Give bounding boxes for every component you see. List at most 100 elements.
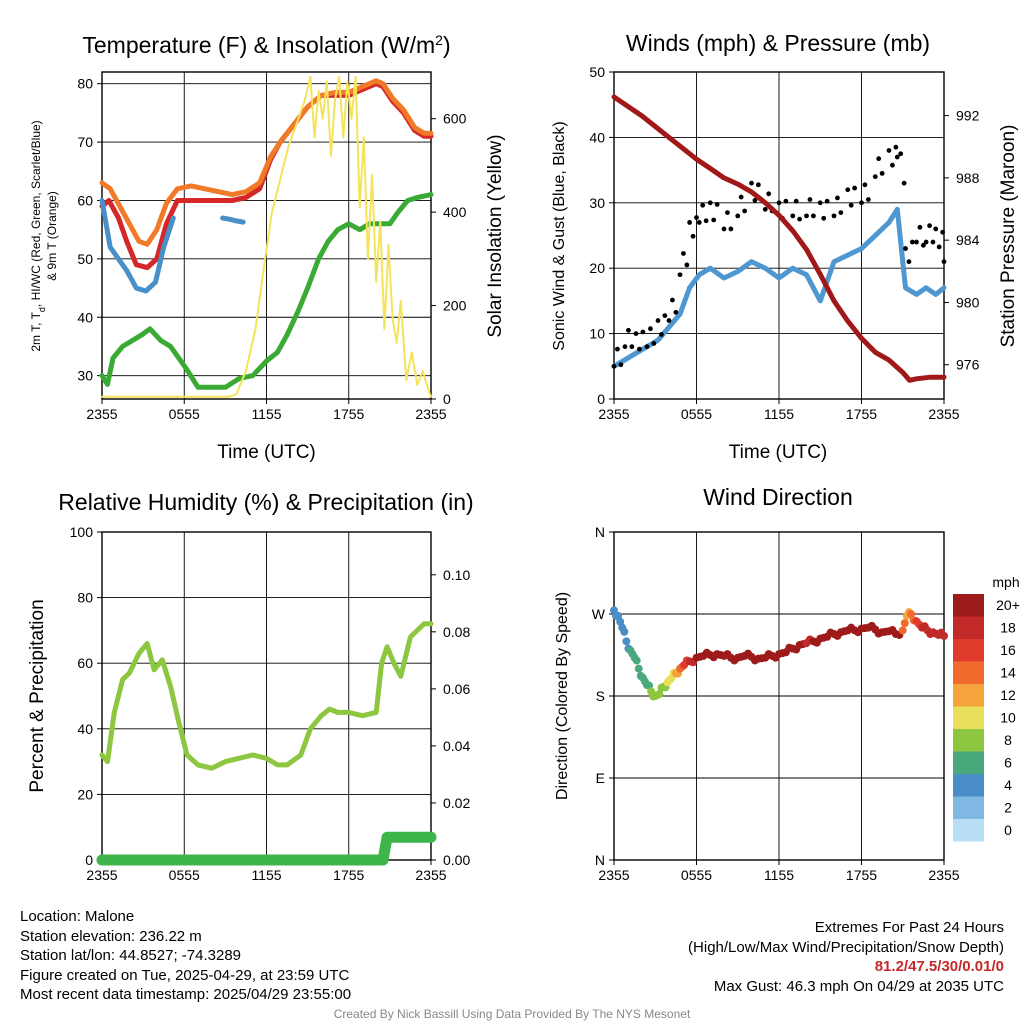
extremes-legend: (High/Low/Max Wind/Precipitation/Snow De… — [688, 938, 1004, 956]
y2-tick-label: 400 — [443, 204, 467, 220]
gust-point — [852, 185, 858, 191]
heat_index-line — [99, 198, 176, 294]
recent-data-timestamp: Most recent data timestamp: 2025/04/29 2… — [20, 986, 352, 1003]
x-tick-label: 1155 — [764, 867, 794, 883]
gust-point — [681, 251, 686, 256]
gust-point — [804, 213, 809, 219]
x-tick-label: 1755 — [333, 867, 364, 883]
y-tick-label: 60 — [77, 192, 93, 208]
gust-point — [752, 197, 758, 203]
y-tick-label: W — [592, 606, 606, 622]
gust-point — [903, 246, 908, 251]
extremes-title: Extremes For Past 24 Hours — [814, 919, 1004, 936]
direction-point — [900, 619, 909, 628]
gust-point — [793, 198, 799, 204]
gust-point — [714, 202, 720, 207]
gust-point — [821, 215, 827, 221]
legend-swatch — [953, 616, 984, 639]
y2-tick-label: 0.02 — [443, 795, 470, 811]
direction-point — [632, 656, 641, 665]
gust-point — [615, 346, 620, 352]
y-axis-label-line2: & 9m T (Orange) — [45, 191, 59, 281]
legend-label: 4 — [1004, 777, 1012, 793]
gust-point — [618, 362, 624, 368]
extremes-block: Extremes For Past 24 Hours (High/Low/Max… — [688, 918, 1004, 996]
y-tick-label: 30 — [589, 195, 605, 211]
x-tick-label: 2355 — [928, 867, 959, 883]
legend-label: 14 — [1000, 665, 1016, 681]
gust-point — [696, 220, 702, 225]
gust-point — [923, 239, 929, 245]
gust-point — [687, 220, 693, 225]
max-gust: Max Gust: 46.3 mph On 04/29 at 2035 UTC — [713, 977, 1004, 995]
x-tick-label: 1755 — [846, 867, 877, 883]
x-axis-label: Time (UTC) — [729, 442, 828, 463]
temp_9m-line — [99, 78, 434, 247]
y2-tick-label: 200 — [443, 298, 467, 314]
gust-point — [626, 327, 631, 333]
gust-point — [707, 200, 713, 206]
gust-point — [797, 216, 803, 222]
gust-point — [611, 363, 617, 369]
legend-swatch — [953, 706, 984, 729]
gust-point — [659, 332, 664, 337]
x-tick-label: 0555 — [169, 406, 200, 422]
x-tick-label: 0555 — [681, 406, 712, 422]
y-axis-label: 2m T, Td, HI/WC (Red, Green, Scarlet/Blu… — [29, 120, 47, 351]
gust-point — [790, 213, 796, 219]
y-tick-label: 0 — [597, 391, 605, 407]
y-axis-label-part: , HI/WC (Red, Green, Scarlet/Blue) — [29, 120, 43, 307]
winds-panel: 0 10 20 30 40 50 2355 0555 1155 1755 2355 976 980 984… — [551, 30, 1019, 463]
gust-point — [633, 331, 639, 336]
gust-point — [862, 182, 868, 188]
y-tick-label: 70 — [77, 134, 93, 150]
legend-label: 8 — [1004, 732, 1012, 748]
gust-point — [894, 154, 900, 160]
gust-point — [776, 200, 782, 206]
x-tick-label: 1755 — [333, 406, 364, 422]
gust-point — [651, 341, 657, 346]
x-tick-label: 1155 — [764, 406, 794, 422]
x-tick-label: 2355 — [598, 406, 629, 422]
direction-point — [898, 626, 907, 635]
y-tick-label: N — [595, 852, 605, 868]
legend-swatch — [953, 639, 984, 662]
y-tick-label: 80 — [77, 590, 93, 606]
legend-swatch — [953, 796, 984, 819]
gust-point — [755, 182, 761, 188]
y-tick-label: 60 — [77, 655, 93, 671]
gust-point — [721, 226, 727, 232]
gust-point — [637, 346, 642, 352]
legend-swatch — [953, 594, 984, 617]
gust-point — [835, 195, 840, 201]
title-close: ) — [443, 32, 451, 58]
gust-point — [666, 318, 672, 323]
gust-point — [936, 244, 942, 250]
gust-point — [890, 162, 895, 168]
y2-tick-label: 600 — [443, 111, 467, 127]
x-tick-label: 2355 — [928, 406, 959, 422]
gust-point — [906, 259, 912, 265]
x-tick-label: 1155 — [251, 867, 281, 883]
x-tick-label: 1155 — [251, 406, 281, 422]
gust-point — [662, 313, 668, 319]
gust-point — [941, 259, 947, 265]
direction-point — [940, 631, 948, 640]
chart-title: Wind Direction — [703, 484, 853, 510]
gust-point — [684, 262, 690, 268]
legend-label: 16 — [1000, 642, 1016, 658]
y2-tick-label: 988 — [956, 170, 980, 186]
gust-point — [655, 318, 661, 323]
chart-title: Temperature (F) & Insolation (W/m2) — [82, 32, 450, 58]
y2-tick-label: 992 — [956, 108, 980, 124]
plot-frame — [101, 71, 432, 400]
gust-point — [690, 233, 696, 239]
chart-title: Relative Humidity (%) & Precipitation (i… — [58, 489, 473, 515]
gust-point — [876, 156, 882, 162]
y-tick-label: 20 — [589, 260, 605, 276]
station-info: Location: Malone Station elevation: 236.… — [20, 907, 351, 1005]
gust-point — [933, 226, 939, 232]
y-tick-label: 40 — [589, 129, 605, 145]
direction-point — [907, 610, 915, 618]
gust-point — [940, 229, 946, 235]
